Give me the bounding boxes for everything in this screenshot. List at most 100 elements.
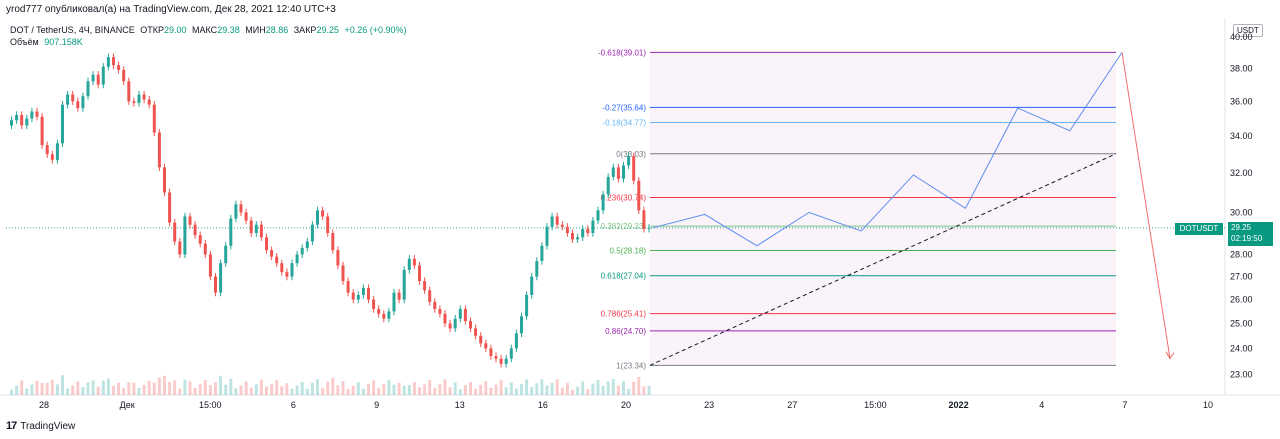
candle-body [453, 318, 457, 329]
volume-bar [137, 388, 141, 395]
volume-bar [346, 389, 350, 395]
candle-body [428, 290, 432, 302]
candle-body [402, 269, 406, 300]
candle-body [336, 250, 340, 266]
candle-body [66, 94, 70, 105]
candle-body [571, 233, 574, 240]
volume-bar [214, 382, 217, 395]
volume-bar [265, 386, 268, 395]
volume-legend: Объём 907.158K [10, 37, 83, 47]
volume-bar [499, 380, 503, 395]
candle-body [622, 165, 625, 179]
trend-line [649, 153, 1117, 366]
volume-bar [504, 387, 508, 395]
volume-bar [117, 382, 121, 395]
y-tick-label: 30.00 [1230, 207, 1253, 217]
candle-body [611, 167, 615, 177]
close-label: ЗАКР [293, 25, 317, 35]
x-tick-label: 2022 [949, 400, 969, 410]
volume-bar [76, 381, 80, 395]
volume-bar [259, 379, 263, 395]
candle-body [234, 204, 238, 219]
volume-bar [157, 377, 161, 395]
volume-bar [443, 379, 447, 395]
candle-body [448, 323, 452, 329]
candle-body [331, 233, 335, 251]
volume-bar [178, 388, 182, 395]
candle-body [377, 309, 381, 314]
currency-badge[interactable]: USDT [1233, 24, 1263, 37]
candle-body [117, 65, 121, 70]
volume-bar [341, 381, 345, 395]
candle-body [101, 66, 105, 85]
candle-body [397, 292, 401, 300]
volume-bar [163, 375, 166, 395]
candle-body [20, 114, 24, 126]
volume-bar [208, 385, 212, 395]
volume-bar [560, 387, 564, 395]
candle-body [208, 254, 212, 277]
candle-body [606, 176, 610, 195]
candle-body [489, 348, 493, 357]
low-value: 28.86 [265, 25, 289, 35]
candle-body [152, 104, 156, 133]
candle-body [647, 227, 651, 229]
candle-body [300, 247, 304, 255]
volume-bar [10, 389, 13, 395]
volume-bar [152, 382, 156, 395]
candle-body [316, 210, 319, 225]
volume-bar [244, 381, 248, 395]
volume-bar [61, 375, 64, 395]
candle-body [555, 216, 559, 225]
volume-bar [596, 380, 600, 395]
volume-bar [316, 379, 319, 395]
candle-body [586, 228, 590, 234]
volume-bar [514, 388, 518, 395]
volume-bar [632, 381, 636, 395]
candle-body [356, 294, 360, 300]
candle-body [326, 216, 330, 234]
candle-body [367, 287, 370, 300]
volume-bar [565, 382, 569, 395]
volume-bar [173, 380, 177, 395]
volume-bar [407, 385, 411, 395]
candle-body [61, 104, 64, 144]
x-tick-label: 15:00 [864, 400, 887, 410]
brand-name: TradingView [20, 420, 76, 432]
volume-bar [647, 385, 651, 395]
candle-body [392, 292, 396, 312]
volume-bar [540, 379, 544, 395]
y-tick-label: 34.00 [1230, 131, 1253, 141]
candle-body [596, 210, 600, 221]
x-tick-label: 13 [455, 400, 465, 410]
y-tick-label: 38.00 [1230, 63, 1253, 73]
volume-bar [469, 381, 472, 395]
x-tick-label: 4 [1039, 400, 1044, 410]
volume-value: 907.158K [44, 37, 83, 47]
volume-bar [229, 378, 233, 395]
x-tick-label: 23 [704, 400, 714, 410]
close-value: 29.25 [316, 25, 339, 35]
arrow-head-icon [1165, 351, 1175, 360]
volume-bar [55, 384, 59, 395]
volume-bar [326, 381, 330, 395]
volume-bar [285, 383, 289, 395]
volume-bar [555, 379, 559, 395]
candle-body [407, 258, 411, 270]
candle-body [127, 81, 131, 102]
candle-body [249, 220, 253, 234]
volume-bar [418, 387, 421, 395]
candle-body [525, 294, 529, 317]
volume-bar [601, 385, 605, 395]
candle-body [423, 281, 427, 291]
volume-bar [40, 382, 44, 395]
candle-body [35, 111, 39, 117]
volume-bar [310, 382, 314, 395]
candle-body [40, 116, 44, 146]
candle-body [576, 237, 580, 240]
volume-bar [361, 388, 365, 395]
candle-body [254, 224, 258, 234]
candle-body [601, 194, 605, 211]
volume-bar [525, 379, 529, 395]
